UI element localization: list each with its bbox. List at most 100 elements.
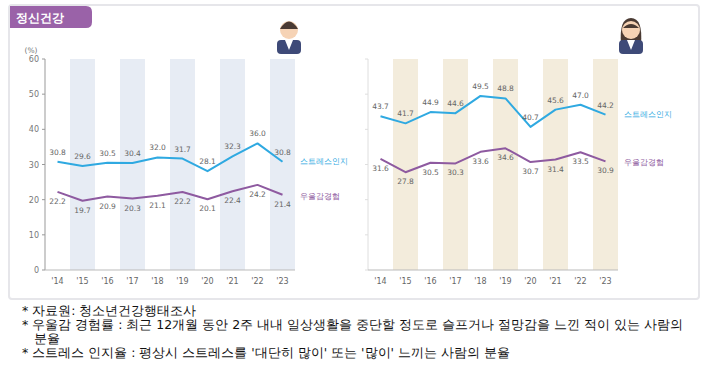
legend-entry: 우울감경험 <box>624 158 664 167</box>
series-line <box>58 143 283 171</box>
x-tick-label: '22 <box>251 277 263 286</box>
data-label: 40.7 <box>522 113 539 122</box>
band <box>593 59 618 270</box>
x-tick-label: '14 <box>51 277 63 286</box>
header-title: 정신건강 <box>16 11 64 25</box>
band <box>393 59 418 270</box>
notes: * 자료원: 청소년건강행태조사* 우울감 경험률 : 최근 12개월 동안 2… <box>22 304 692 360</box>
data-label: 20.9 <box>99 202 116 211</box>
note: * 자료원: 청소년건강행태조사 <box>22 304 692 318</box>
x-axis <box>368 270 618 271</box>
data-label: 44.2 <box>597 101 614 110</box>
note: * 스트레스 인지율 : 평상시 스트레스를 '대단히 많이' 또는 '많이' … <box>22 346 692 360</box>
data-label: 20.3 <box>124 204 141 213</box>
x-tick-label: '18 <box>151 277 163 286</box>
legend-entry: 우울감경험 <box>300 192 340 201</box>
series-group <box>58 143 283 200</box>
data-label: 31.6 <box>372 164 389 173</box>
labels: 43.741.744.944.649.548.840.745.647.044.2… <box>372 82 614 186</box>
y-tick <box>365 270 368 271</box>
y-tick <box>365 199 368 200</box>
y-tick <box>42 94 45 95</box>
band <box>270 59 295 270</box>
girl-icon <box>619 18 643 54</box>
y-tick <box>42 129 45 130</box>
y-tick-label: 20 <box>29 196 39 205</box>
band <box>493 59 518 270</box>
collar <box>627 40 635 50</box>
y-tick <box>365 59 368 60</box>
data-label: 41.7 <box>397 109 414 118</box>
x-tick-label: '21 <box>549 277 561 286</box>
y-tick <box>42 270 45 271</box>
data-label: 30.5 <box>422 168 439 177</box>
data-label: 21.1 <box>149 201 166 210</box>
series-line <box>58 185 283 201</box>
face <box>280 21 298 39</box>
x-tick-label: '14 <box>374 277 386 286</box>
data-label: 44.6 <box>447 99 464 108</box>
x-tick-label: '17 <box>126 277 138 286</box>
data-label: 49.5 <box>472 82 489 91</box>
fringe <box>623 24 639 28</box>
data-label: 45.6 <box>547 96 564 105</box>
data-label: 27.8 <box>397 177 414 186</box>
x-tick-label: '18 <box>474 277 486 286</box>
data-label: 33.5 <box>572 157 589 166</box>
y-tick <box>365 94 368 95</box>
x-tick-label: '19 <box>499 277 511 286</box>
band <box>120 59 145 270</box>
data-label: 32.0 <box>149 143 166 152</box>
y-tick <box>365 164 368 165</box>
body <box>619 40 643 54</box>
data-label: 34.6 <box>497 153 514 162</box>
body <box>277 40 301 54</box>
data-label: 36.0 <box>249 129 266 138</box>
chart-canvas: 정신건강0102030405060(%)'14'15'16'17'18'19'2… <box>0 0 710 300</box>
x-tick-label: '20 <box>201 277 213 286</box>
collar <box>285 40 293 50</box>
data-label: 21.4 <box>274 200 291 209</box>
data-label: 29.6 <box>74 152 91 161</box>
x-tick-label: '17 <box>449 277 461 286</box>
data-label: 22.2 <box>174 197 191 206</box>
x-tick-label: '19 <box>176 277 188 286</box>
y-tick-label: 0 <box>34 266 39 275</box>
x-tick-label: '20 <box>524 277 536 286</box>
header-bg <box>10 6 92 28</box>
y-tick <box>42 164 45 165</box>
data-label: 32.3 <box>224 142 241 151</box>
data-label: 30.8 <box>49 148 66 157</box>
data-label: 43.7 <box>372 102 389 111</box>
x-tick-label: '15 <box>76 277 88 286</box>
y-tick-label: 30 <box>29 161 39 170</box>
data-label: 44.9 <box>422 98 439 107</box>
face <box>622 21 640 39</box>
y-tick-label: 50 <box>29 90 39 99</box>
labels: 30.829.630.530.432.031.728.132.336.030.8… <box>49 129 291 214</box>
y-tick <box>365 234 368 235</box>
data-label: 30.7 <box>522 167 539 176</box>
y-tick <box>365 129 368 130</box>
note: * 우울감 경험률 : 최근 12개월 동안 2주 내내 일상생활을 중단할 정… <box>22 318 692 346</box>
band <box>170 59 195 270</box>
data-label: 30.8 <box>274 148 291 157</box>
series-group <box>381 96 606 172</box>
y-tick-label: 40 <box>29 125 39 134</box>
x-tick-label: '23 <box>599 277 611 286</box>
x-tick-label: '16 <box>424 277 436 286</box>
y-axis-label: (%) <box>25 46 38 55</box>
x-tick-label: '16 <box>101 277 113 286</box>
data-label: 22.2 <box>49 197 66 206</box>
band <box>543 59 568 270</box>
band <box>443 59 468 270</box>
hair <box>280 22 298 30</box>
chart-1: '14'15'16'17'18'19'20'21'22'2343.741.744… <box>365 59 672 286</box>
data-label: 22.4 <box>224 196 241 205</box>
data-label: 31.7 <box>174 145 191 154</box>
band <box>220 59 245 270</box>
data-label: 30.4 <box>124 149 141 158</box>
y-tick <box>42 234 45 235</box>
x-tick-label: '22 <box>574 277 586 286</box>
data-label: 31.4 <box>547 165 564 174</box>
